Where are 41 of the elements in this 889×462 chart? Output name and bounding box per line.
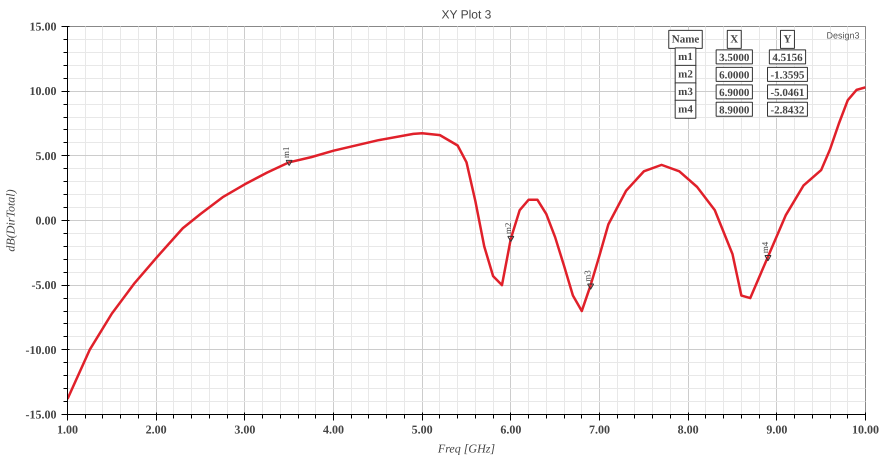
x-tick-label: 2.00	[146, 422, 167, 436]
annotation: 8.9000	[719, 104, 750, 116]
annotation: m2	[678, 68, 694, 80]
y-tick-label: 10.00	[30, 84, 56, 98]
x-tick-label: 1.00	[57, 422, 78, 436]
annotation: m2	[502, 222, 513, 234]
annotation: -1.3595	[770, 69, 805, 82]
x-tick-label: 4.00	[323, 422, 344, 436]
y-tick-label: 15.00	[30, 20, 56, 34]
y-tick-label: -15.00	[26, 408, 57, 422]
annotation: m4	[678, 103, 694, 116]
y-tick-label: 0.00	[36, 214, 56, 228]
y-tick-label: -5.00	[32, 278, 57, 292]
y-tick-label: 5.00	[36, 148, 56, 163]
y-tick-label: -10.00	[26, 342, 57, 357]
chart-title: XY Plot 3	[441, 8, 492, 22]
annotation: Y	[784, 33, 792, 46]
x-tick-label: 10.00	[852, 422, 879, 436]
annotation: -5.0461	[770, 86, 804, 99]
annotation: X	[730, 33, 738, 46]
y-axis-title: dB(DirTotal)	[4, 189, 18, 252]
annotation: 3.5000	[719, 52, 750, 64]
x-tick-label: 9.00	[766, 422, 788, 436]
annotation: 6.0000	[719, 69, 750, 82]
annotation: Design3	[826, 30, 860, 40]
x-tick-label: 8.00	[678, 422, 699, 436]
annotation: m3	[678, 86, 694, 98]
x-tick-label: 5.00	[412, 422, 433, 436]
annotation: 4.5156	[772, 52, 804, 64]
line-series	[68, 86, 866, 400]
x-tick-label: 6.00	[500, 422, 522, 436]
x-tick-label: 7.00	[589, 422, 610, 436]
annotation: -2.8432	[770, 104, 805, 116]
annotation: Name	[672, 33, 700, 46]
annotation: m1	[678, 50, 693, 63]
annotation: m3	[582, 270, 593, 282]
annotation: m4	[760, 241, 770, 254]
x-tick-label: 3.00	[234, 422, 256, 436]
annotation: m1	[281, 146, 292, 158]
x-axis-title: Freq [GHz]	[436, 442, 496, 456]
annotation: 6.9000	[719, 86, 750, 99]
